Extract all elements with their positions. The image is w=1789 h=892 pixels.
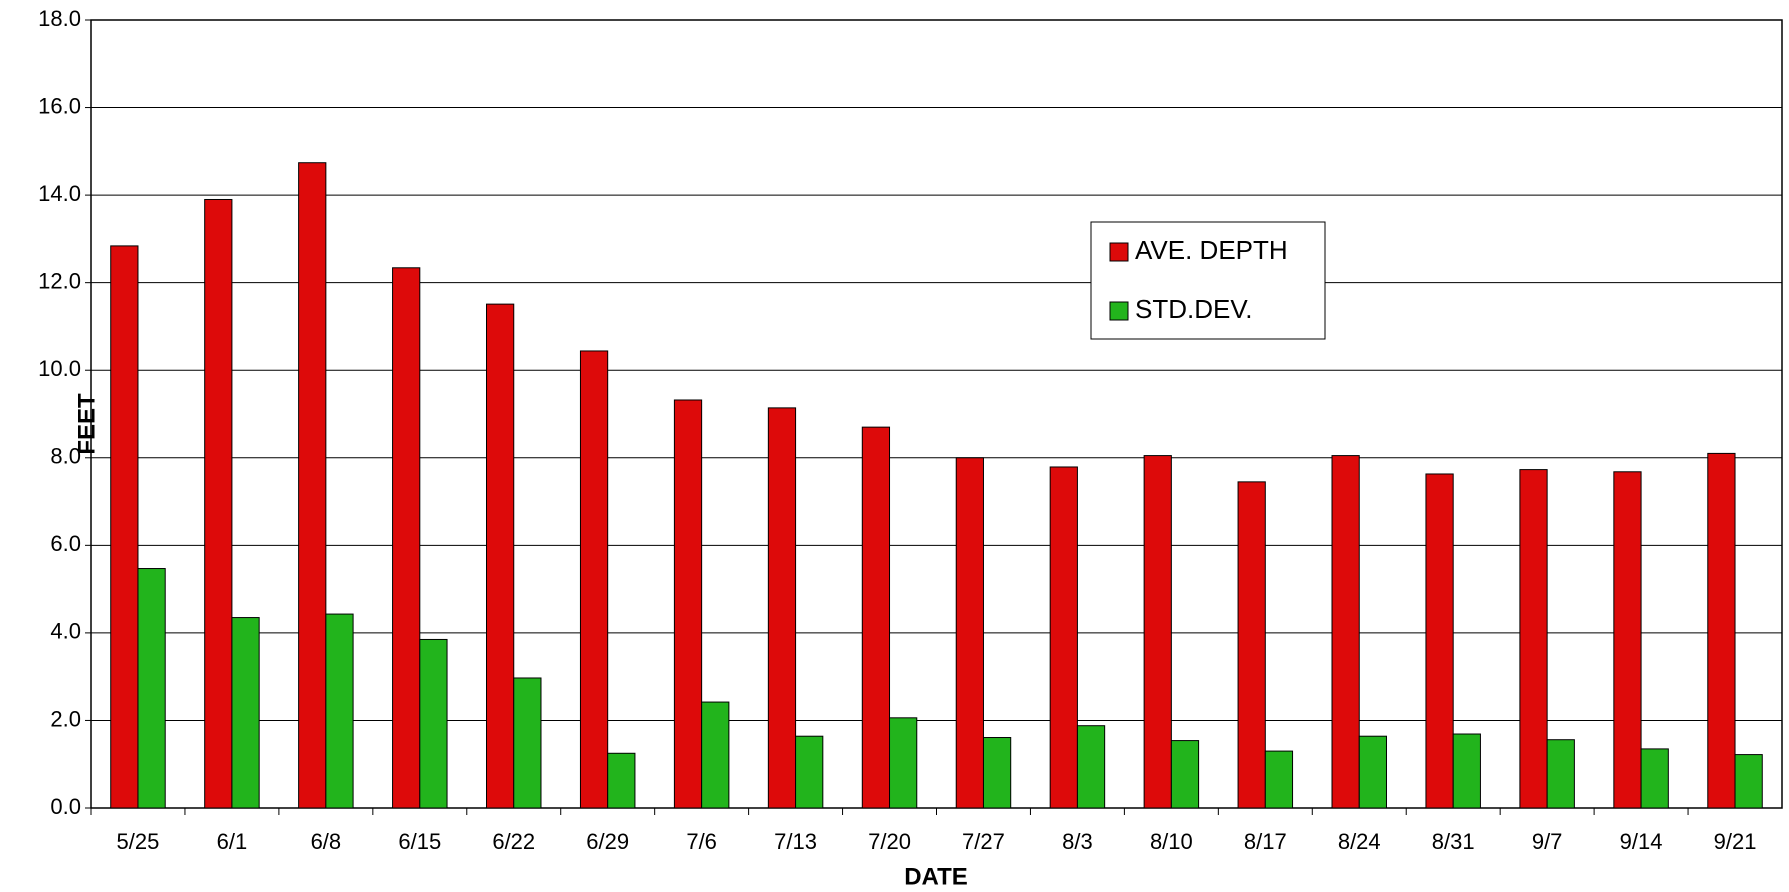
x-axis-title: DATE xyxy=(904,863,968,890)
y-tick-label: 10.0 xyxy=(38,356,81,381)
bar xyxy=(1264,750,1294,809)
x-tick-label: 6/8 xyxy=(311,829,342,854)
bar xyxy=(325,613,354,809)
legend-label: STD.DEV. xyxy=(1135,294,1253,324)
x-tick-label: 9/7 xyxy=(1532,829,1563,854)
x-tick-label: 7/20 xyxy=(868,829,911,854)
legend-label: AVE. DEPTH xyxy=(1135,235,1288,265)
x-tick-label: 8/31 xyxy=(1432,829,1475,854)
bar xyxy=(1734,754,1763,809)
x-tick-label: 6/22 xyxy=(492,829,535,854)
bar xyxy=(1049,466,1078,809)
y-tick-label: 12.0 xyxy=(38,268,81,293)
bar xyxy=(861,426,891,809)
bar xyxy=(1237,481,1266,809)
x-tick-label: 6/1 xyxy=(217,829,248,854)
y-tick-label: 14.0 xyxy=(38,181,81,206)
bar xyxy=(1640,748,1669,809)
y-tick-label: 4.0 xyxy=(50,619,81,644)
x-tick-label: 6/15 xyxy=(398,829,441,854)
y-tick-label: 16.0 xyxy=(38,93,81,118)
bar xyxy=(1358,735,1387,809)
bar xyxy=(889,717,918,809)
bar xyxy=(110,245,139,809)
x-tick-label: 6/29 xyxy=(586,829,629,854)
bar xyxy=(392,267,421,809)
x-tick-label: 7/27 xyxy=(962,829,1005,854)
x-tick-label: 8/10 xyxy=(1150,829,1193,854)
x-tick-label: 9/21 xyxy=(1714,829,1757,854)
y-tick-label: 2.0 xyxy=(50,706,81,731)
bar xyxy=(795,735,824,809)
legend-swatch xyxy=(1109,301,1129,321)
y-tick-label: 6.0 xyxy=(50,531,81,556)
bar xyxy=(1707,452,1736,809)
y-tick-label: 8.0 xyxy=(50,444,81,469)
bar xyxy=(1076,725,1106,809)
bar xyxy=(1170,740,1200,809)
bar xyxy=(673,399,703,809)
bar xyxy=(1519,469,1548,809)
bar xyxy=(1143,455,1172,809)
bar xyxy=(767,407,797,809)
x-tick-label: 7/13 xyxy=(774,829,817,854)
y-tick-label: 18.0 xyxy=(38,6,81,31)
x-tick-label: 8/3 xyxy=(1062,829,1093,854)
bar xyxy=(701,701,730,809)
bar xyxy=(419,638,448,809)
x-tick-label: 5/25 xyxy=(117,829,160,854)
bar xyxy=(1331,455,1360,809)
bar xyxy=(1546,739,1575,809)
bar xyxy=(204,198,233,809)
bar xyxy=(1452,733,1481,809)
bar xyxy=(1425,473,1454,809)
bar xyxy=(486,303,515,809)
bar xyxy=(607,752,636,809)
x-tick-label: 8/17 xyxy=(1244,829,1287,854)
bar xyxy=(982,737,1012,809)
y-axis-title: FEET xyxy=(73,393,100,455)
bar xyxy=(955,457,984,809)
x-tick-label: 9/14 xyxy=(1620,829,1663,854)
legend-box xyxy=(1090,221,1326,340)
bar xyxy=(137,568,166,809)
x-tick-label: 7/6 xyxy=(686,829,717,854)
bar xyxy=(513,677,542,809)
bar xyxy=(579,350,609,809)
bar xyxy=(298,162,327,809)
x-tick-label: 8/24 xyxy=(1338,829,1381,854)
bar xyxy=(231,617,260,809)
y-tick-label: 0.0 xyxy=(50,794,81,819)
bar xyxy=(1613,471,1642,809)
legend-swatch xyxy=(1109,242,1129,262)
